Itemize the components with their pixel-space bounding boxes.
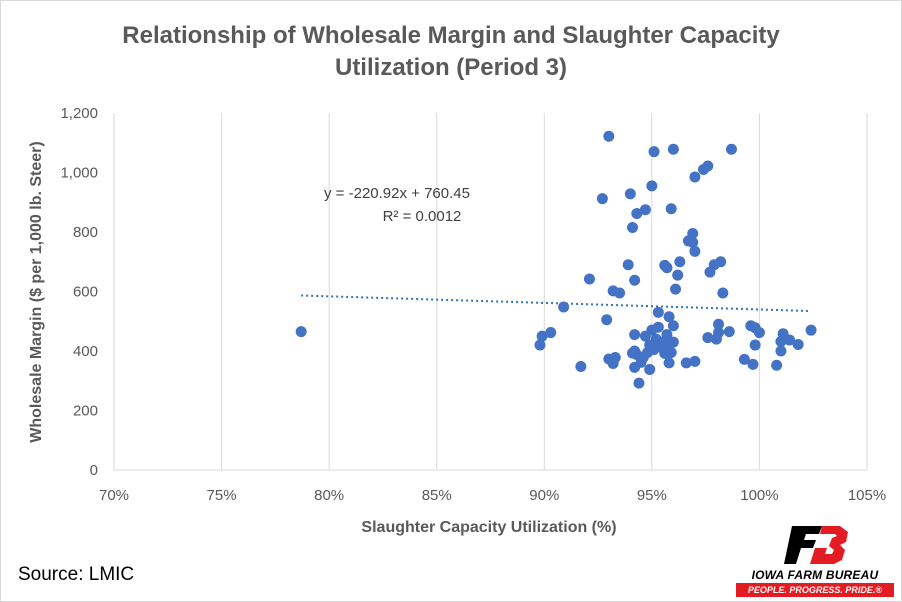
- data-point: [667, 320, 679, 332]
- data-point: [652, 306, 664, 318]
- data-point: [713, 318, 725, 330]
- logo-tagline: PEOPLE. PROGRESS. PRIDE.®: [736, 583, 894, 597]
- chart-title: Relationship of Wholesale Margin and Sla…: [0, 20, 902, 84]
- data-point: [648, 146, 660, 158]
- iowa-farm-bureau-logo: IOWA FARM BUREAU PEOPLE. PROGRESS. PRIDE…: [730, 522, 900, 600]
- y-tick-label: 200: [73, 403, 98, 420]
- data-point: [672, 269, 684, 281]
- data-point: [702, 332, 714, 344]
- data-point: [536, 330, 548, 342]
- y-tick-labels: 0 200 400 600 800 1,000 1,200: [60, 105, 98, 479]
- data-point: [725, 143, 737, 155]
- chart-title-line-2: Utilization (Period 3): [334, 54, 567, 81]
- data-point: [614, 287, 626, 299]
- logo-name: IOWA FARM BUREAU: [751, 568, 879, 582]
- x-axis-label: Slaughter Capacity Utilization (%): [361, 519, 616, 536]
- trendline-equation: y = -220.92x + 760.45: [324, 185, 470, 202]
- x-tick-labels: 70% 75% 80% 85% 90% 95% 100% 105%: [99, 487, 886, 504]
- y-tick-label: 1,200: [60, 105, 98, 122]
- data-point: [667, 143, 679, 155]
- x-tick-label: 105%: [848, 487, 886, 504]
- data-point: [622, 259, 634, 271]
- data-point: [648, 344, 660, 356]
- data-point: [670, 283, 682, 295]
- data-point: [626, 222, 638, 234]
- x-tick-label: 80%: [314, 487, 344, 504]
- data-point: [652, 321, 664, 333]
- data-point: [747, 358, 759, 370]
- x-tick-label: 100%: [740, 487, 778, 504]
- data-point: [715, 256, 727, 268]
- data-point: [771, 359, 783, 371]
- x-tick-label: 70%: [99, 487, 129, 504]
- data-point: [661, 262, 673, 274]
- data-point: [702, 160, 714, 172]
- data-point: [674, 256, 686, 268]
- data-point: [609, 352, 621, 364]
- data-point: [723, 326, 735, 338]
- data-point: [646, 180, 658, 192]
- data-point: [624, 188, 636, 200]
- data-point: [629, 274, 641, 286]
- data-point: [680, 357, 692, 369]
- data-point: [596, 193, 608, 205]
- data-point: [633, 377, 645, 389]
- data-point: [792, 338, 804, 350]
- data-point: [663, 357, 675, 369]
- y-tick-label: 800: [73, 224, 98, 241]
- data-point: [558, 301, 570, 313]
- data-point: [713, 327, 725, 339]
- data-point: [295, 326, 307, 338]
- trendline: [301, 294, 809, 313]
- data-point: [689, 355, 701, 367]
- data-points: [295, 130, 817, 389]
- data-point: [738, 353, 750, 365]
- data-point: [661, 329, 673, 341]
- data-point: [784, 334, 796, 346]
- data-point: [534, 339, 546, 351]
- trendline-r-squared: R² = 0.0012: [383, 208, 462, 225]
- x-tick-label: 75%: [207, 487, 237, 504]
- data-point: [667, 336, 679, 348]
- y-tick-label: 0: [90, 462, 98, 479]
- data-point: [689, 171, 701, 183]
- data-point: [687, 236, 699, 248]
- data-point: [603, 130, 615, 142]
- data-point: [689, 245, 701, 257]
- data-point: [545, 327, 557, 339]
- data-point: [575, 360, 587, 372]
- data-point: [717, 287, 729, 299]
- y-tick-label: 1,000: [60, 165, 98, 182]
- chart-title-line-1: Relationship of Wholesale Margin and Sla…: [122, 22, 780, 49]
- data-point: [583, 273, 595, 285]
- data-point: [601, 314, 613, 326]
- gridlines: [113, 113, 868, 470]
- fb-logo-mark-icon: [784, 526, 848, 564]
- x-tick-label: 90%: [529, 487, 559, 504]
- data-point: [629, 329, 641, 341]
- data-point: [639, 204, 651, 216]
- data-point: [749, 339, 761, 351]
- data-point: [753, 327, 765, 339]
- data-point: [644, 363, 656, 375]
- data-point: [775, 345, 787, 357]
- x-tick-label: 85%: [422, 487, 452, 504]
- source-label: Source: LMIC: [18, 564, 135, 585]
- y-tick-label: 400: [73, 343, 98, 360]
- y-tick-label: 600: [73, 284, 98, 301]
- data-point: [665, 346, 677, 358]
- data-point: [687, 227, 699, 239]
- data-point: [665, 203, 677, 215]
- data-point: [663, 311, 675, 323]
- data-point: [631, 208, 643, 220]
- x-tick-label: 95%: [637, 487, 667, 504]
- data-point: [805, 324, 817, 336]
- y-axis-label: Wholesale Margin ($ per 1,000 lb. Steer): [28, 141, 45, 442]
